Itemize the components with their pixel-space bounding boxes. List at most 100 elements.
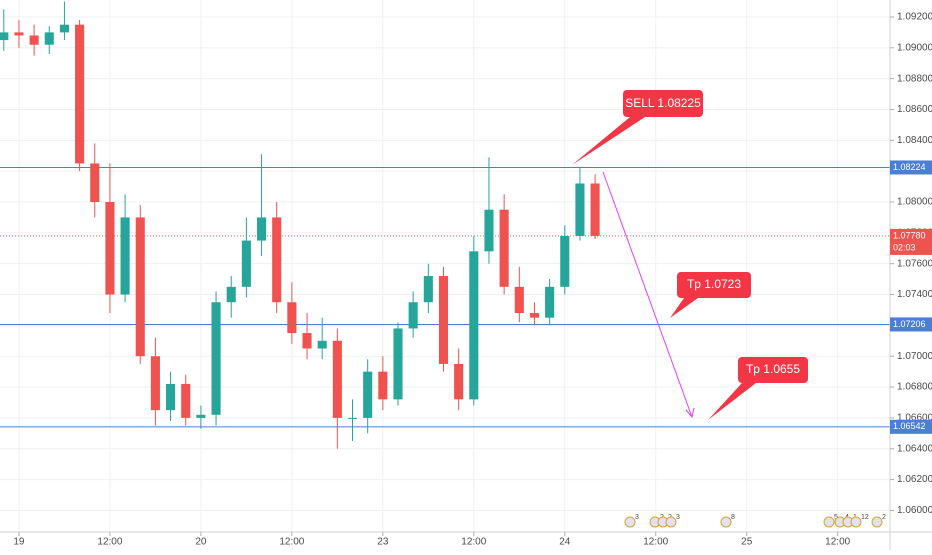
callout — [738, 357, 808, 383]
candle-body — [0, 32, 9, 41]
annotation: Tp 1.0655 — [746, 362, 800, 376]
x-tick-label: 12:00 — [825, 537, 850, 548]
x-tick-label: 19 — [13, 537, 25, 548]
candle-body — [363, 371, 373, 418]
x-tick-label: 12:00 — [97, 537, 122, 548]
event-icon — [850, 516, 862, 528]
candle-body — [59, 24, 69, 33]
candle-body — [469, 251, 479, 400]
candle-body — [120, 217, 130, 295]
candle-body — [135, 217, 145, 357]
axes: 1.06000 1.06200 1.06400 1.06600 1.06800 1.070… — [13, 12, 932, 548]
event-count: 8 — [731, 514, 735, 521]
price-tag — [890, 228, 932, 255]
candle-body — [241, 240, 251, 287]
event-icon — [720, 516, 732, 528]
event-icon — [624, 516, 636, 528]
candle-body — [14, 32, 24, 36]
candle-body — [484, 209, 494, 252]
candle-body — [150, 356, 160, 411]
y-tick-label: 1.08000 — [897, 197, 932, 208]
x-tick-label: 12:00 — [279, 537, 304, 548]
annotation: Tp 1.0723 — [687, 277, 741, 291]
event-icon — [823, 516, 835, 528]
candle-body — [256, 217, 267, 241]
price-tag-label: 1.06542 — [893, 421, 926, 431]
y-tick-label: 1.07400 — [897, 289, 932, 300]
forecast-arrow — [602, 171, 693, 418]
price-tag-label: 1.07780 — [893, 230, 926, 240]
price-tag-label: 1.07206 — [893, 319, 926, 329]
candle-body — [514, 286, 524, 314]
arrow-head — [685, 407, 695, 419]
candle-body — [393, 328, 403, 400]
candle-body — [90, 163, 100, 203]
y-tick-label: 1.08600 — [897, 104, 932, 115]
candle-body — [378, 371, 388, 400]
x-tick-label: 25 — [741, 537, 753, 548]
candle-body — [181, 383, 191, 418]
y-tick-label: 1.07000 — [897, 351, 932, 362]
candle-body — [529, 313, 540, 318]
event-count: 2 — [882, 514, 886, 521]
candle-body — [166, 383, 176, 411]
x-tick-label: 20 — [195, 537, 207, 548]
candle-body — [560, 235, 570, 287]
candle-body — [272, 217, 282, 303]
candle-body — [211, 302, 221, 415]
candle-body — [226, 286, 236, 303]
y-tick-label: 1.06600 — [897, 413, 932, 424]
event-count: 12 — [861, 514, 869, 521]
candle-body — [75, 24, 85, 164]
y-tick-label: 1.08400 — [897, 135, 932, 146]
callout — [623, 90, 703, 117]
y-tick-label: 1.08800 — [897, 73, 932, 84]
callout-pointer — [572, 117, 645, 165]
event-icon — [871, 516, 883, 528]
grid — [0, 0, 890, 532]
candle-body — [332, 340, 342, 418]
event-count: 5 — [834, 514, 838, 521]
price-tag — [890, 317, 932, 332]
y-tick-label: 1.06400 — [897, 443, 932, 454]
candle-body — [499, 209, 509, 287]
candle-body — [454, 363, 464, 400]
y-tick-label: 1.06800 — [897, 382, 932, 393]
annotation: SELL 1.08225 — [625, 96, 701, 110]
x-tick-label: 12:00 — [643, 537, 668, 548]
price-tag-label: 1.08224 — [893, 162, 926, 172]
y-tick-label: 1.06000 — [897, 505, 932, 516]
candle-body — [575, 183, 585, 236]
candle-body — [302, 333, 312, 349]
callout-pointer — [708, 383, 756, 420]
callout — [677, 272, 751, 298]
candle-body — [423, 276, 433, 303]
x-tick-label: 24 — [559, 537, 571, 548]
candle-body — [44, 32, 54, 45]
candle-body — [545, 286, 555, 318]
event-icon — [665, 516, 677, 528]
candle-body — [408, 302, 418, 329]
callout-pointer — [670, 298, 698, 318]
candle-body — [317, 340, 327, 349]
y-tick-label: 1.07600 — [897, 258, 932, 269]
candle-body — [29, 35, 39, 45]
x-tick-label: 12:00 — [461, 537, 486, 548]
y-tick-label: 1.09200 — [897, 12, 932, 23]
candle-body — [438, 276, 449, 364]
price-tag — [890, 419, 932, 434]
plot — [0, 1, 890, 449]
candle-body — [287, 302, 297, 334]
candle-body — [347, 417, 358, 419]
candle-body — [196, 414, 206, 418]
price-tag — [890, 160, 932, 175]
event-count: 3 — [635, 514, 639, 521]
countdown: 02:03 — [893, 242, 916, 252]
y-tick-label: 1.09000 — [897, 42, 932, 53]
x-tick-label: 23 — [377, 537, 389, 548]
y-tick-label: 1.06200 — [897, 474, 932, 485]
candle-body — [105, 202, 115, 295]
event-count: 3 — [676, 514, 680, 521]
